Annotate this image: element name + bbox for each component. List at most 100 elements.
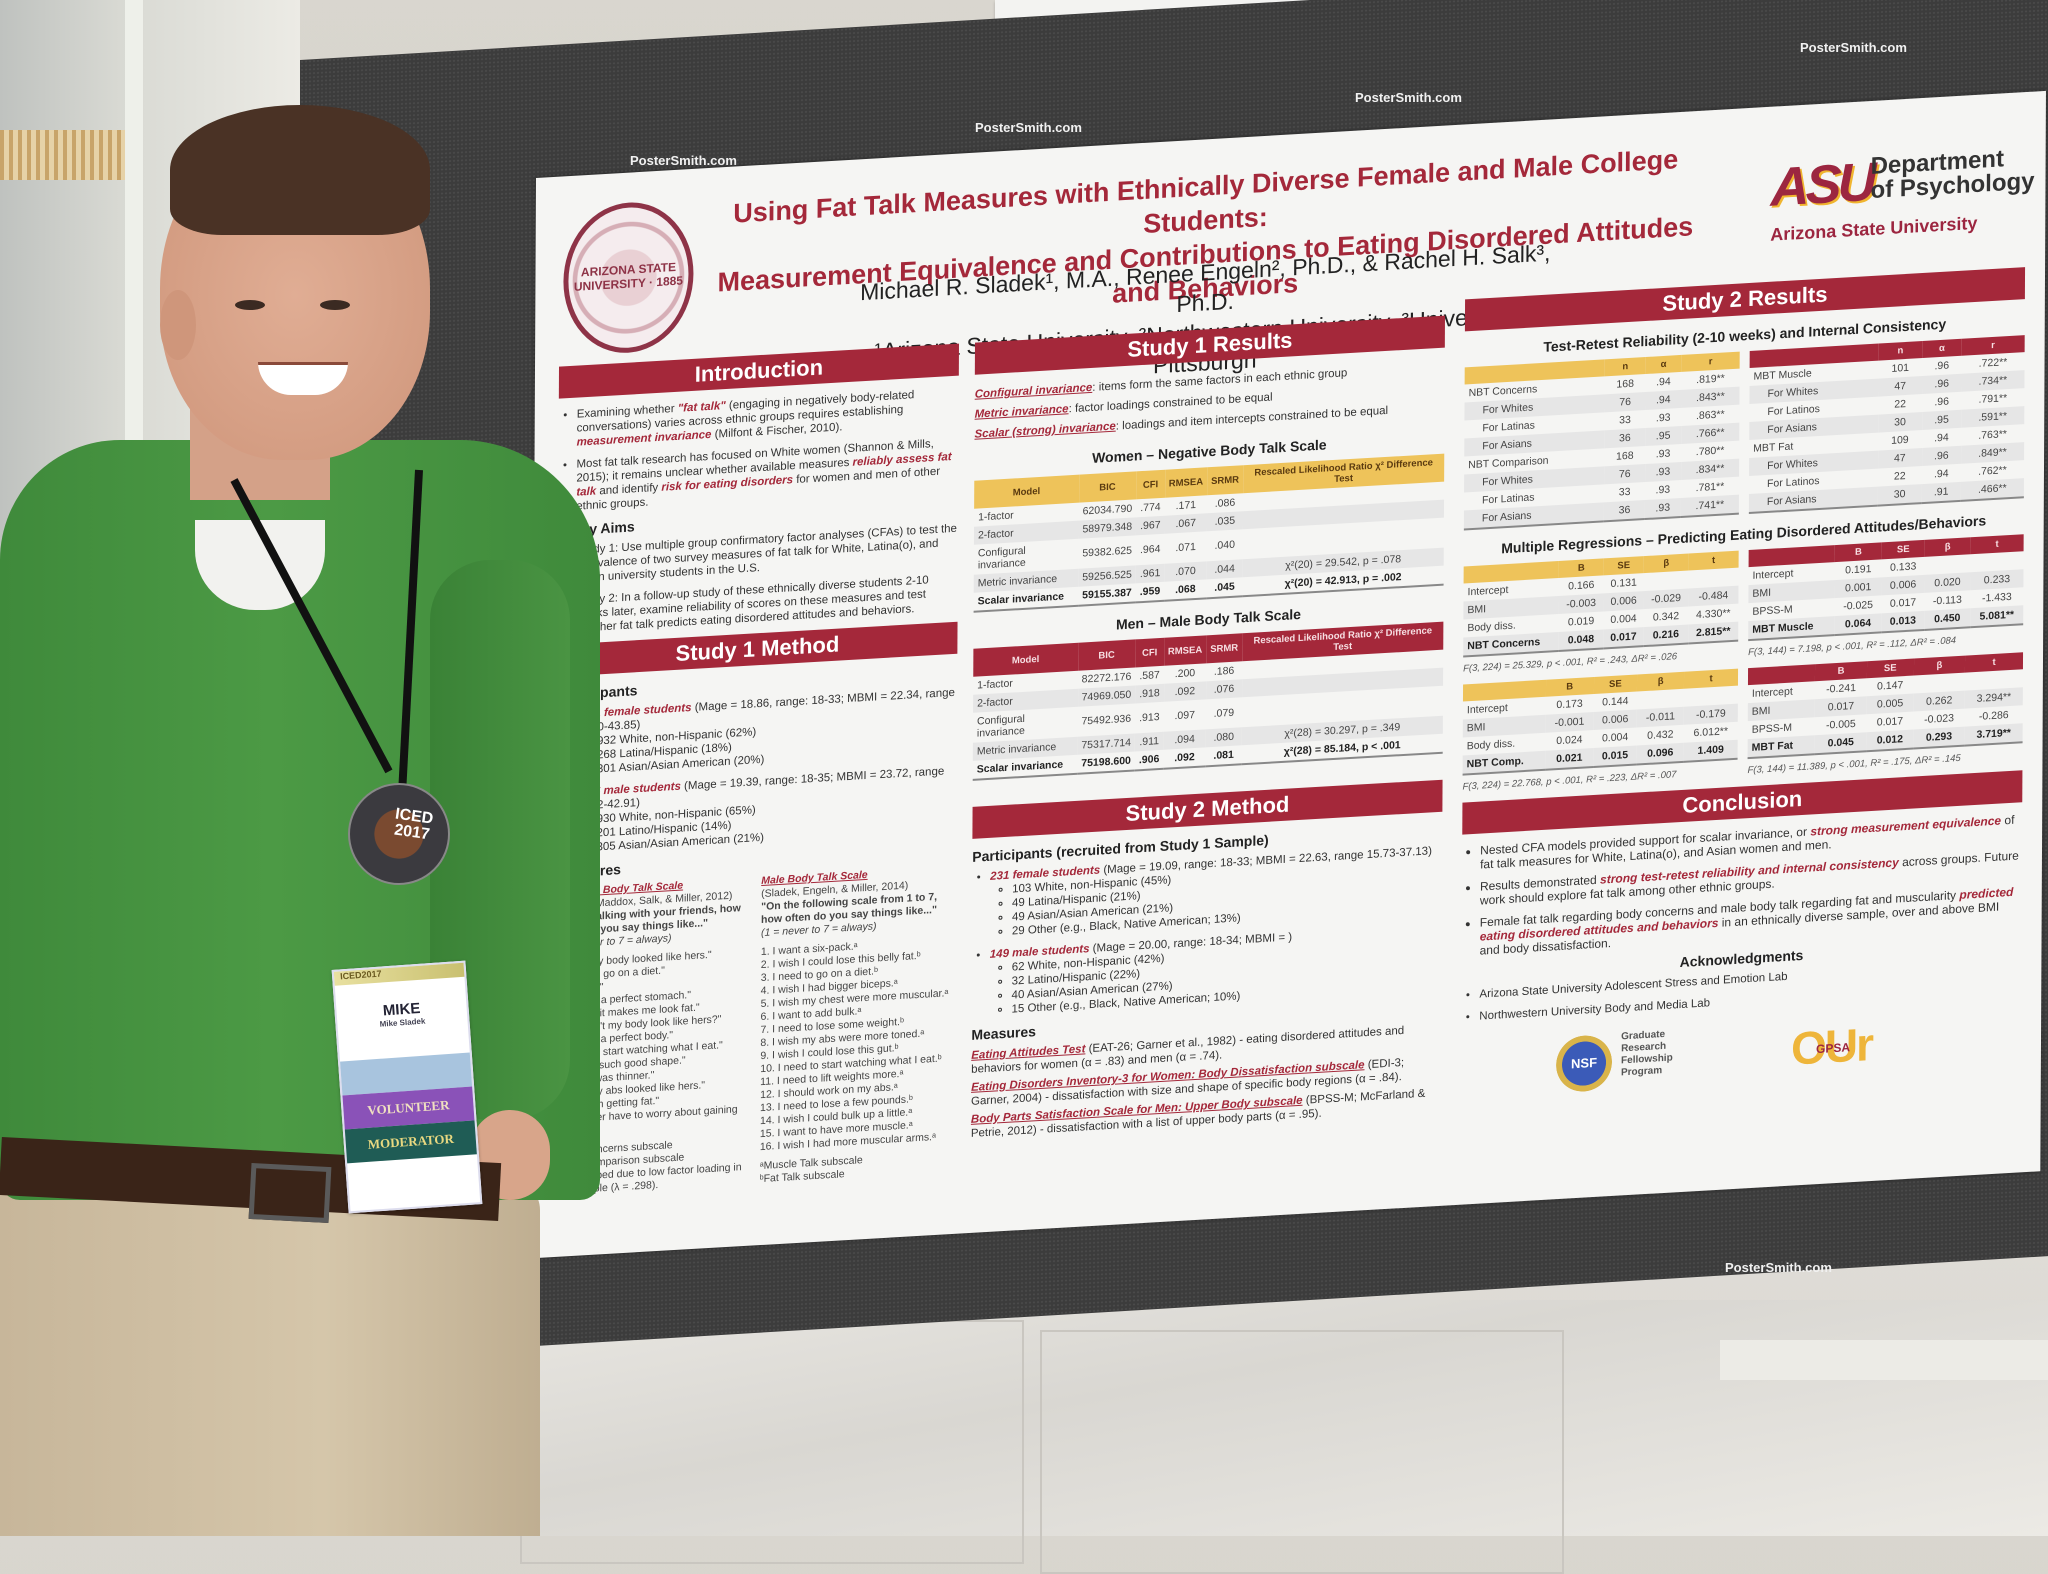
men-cfa-table: Model BIC CFI RMSEA SRMR Rescaled Likelihoo… (972, 621, 1444, 781)
table-cell: .93 (1644, 497, 1681, 520)
table-cell: 1.409 (1683, 739, 1738, 762)
table-cell: NBT Comp. (1462, 750, 1546, 775)
marble-floor (480, 1300, 2048, 1574)
table-cell: 0.131 (1610, 576, 1637, 591)
table-cell: .911 (1134, 731, 1164, 752)
table-cell: .040 (1214, 538, 1235, 552)
table-cell: .93 (1644, 461, 1681, 483)
table-cell: .587 (1139, 669, 1160, 683)
table-cell: NBT Concerns (1463, 632, 1559, 657)
board-stand (1720, 1340, 2048, 1380)
table-cell: 75492.936 (1081, 712, 1132, 728)
table-cell: .071 (1175, 540, 1196, 555)
watermark: PosterSmith.com (1355, 90, 1462, 105)
table-cell: .079 (1213, 706, 1235, 720)
table-cell: .93 (1655, 483, 1671, 497)
table-cell: .96 (1922, 373, 1962, 395)
eye (235, 300, 265, 310)
table-cell: 0.048 (1558, 629, 1604, 652)
regression-nbt-concerns: B SE β t Intercept 0.166 0.131 BMI -0.003 0.006-… (1463, 550, 1739, 658)
eye (320, 300, 350, 310)
column-middle: Study 1 Results Configural invariance: i… (970, 315, 1445, 1145)
ear (160, 290, 196, 360)
gpsa-logo: GPSA (1815, 1040, 1851, 1057)
male-body-talk-scale: Male Body Talk Scale (Sladek, Engeln, & … (759, 868, 949, 1186)
table-cell: .086 (1214, 496, 1236, 510)
table-cell: 0.017 (1603, 627, 1644, 649)
table-cell: .044 (1206, 559, 1243, 580)
table-cell: 0.015 (1593, 745, 1637, 768)
smile (258, 362, 348, 395)
table-cell: 76 (1604, 392, 1646, 413)
table-cell: 0.006 (1603, 591, 1644, 612)
table-cell: 3.719** (1964, 723, 2023, 746)
study2-participants: 231 female students (Mage = 19.09, range… (971, 844, 1442, 1019)
table-cell: .95 (1921, 409, 1962, 431)
table-cell: .95 (1645, 425, 1682, 447)
table-cell: .93 (1655, 447, 1671, 461)
table-cell: 0.012 (1866, 729, 1914, 752)
table-cell: 0.021 (1545, 748, 1594, 770)
table-cell: .96 (1934, 359, 1950, 373)
table-cell: .906 (1134, 749, 1164, 771)
table-cell: MBT Fat (1747, 735, 1816, 759)
table-cell: 33 (1618, 485, 1631, 499)
table-cell: 168 (1616, 377, 1634, 391)
table-cell: 30 (1877, 484, 1922, 506)
table-cell: 59155.387 (1078, 583, 1136, 606)
regression-nbt-comp: B SE β t Intercept 0.173 0.144 BMI -0.001 0.006-… (1462, 668, 1739, 776)
khaki-pants (0, 1180, 540, 1536)
nsf-logo: NSF (1555, 1033, 1613, 1094)
table-cell: .080 (1205, 727, 1242, 748)
table-cell: .068 (1164, 579, 1207, 601)
regression-mbt-muscle: B SE β t Intercept 0.191 0.133 BMI 0.001 0.006 0.… (1748, 534, 2024, 641)
background-window (0, 130, 125, 180)
table-cell: .94 (1934, 431, 1949, 445)
table-cell: .93 (1655, 411, 1671, 425)
table-cell: 0.216 (1643, 624, 1689, 647)
table-cell: .918 (1135, 683, 1164, 704)
table-cell: .94 (1933, 467, 1949, 481)
table-cell: 0.004 (1610, 612, 1637, 627)
iced-2017-pin: ICED 2017 (348, 783, 450, 885)
women-cfa-table: Model BIC CFI RMSEA SRMR Rescaled Likelihoo… (973, 453, 1445, 613)
table-cell: 36 (1604, 500, 1645, 522)
table-cell: .081 (1205, 745, 1242, 767)
background-pillar (125, 0, 143, 560)
table-cell: 2.815** (1688, 621, 1739, 644)
table-cell: .96 (1934, 395, 1949, 409)
table-cell: 76 (1604, 464, 1646, 485)
hair (170, 105, 430, 235)
table-cell: .035 (1206, 511, 1243, 532)
table-cell: .913 (1139, 711, 1160, 725)
column-right: Study 2 Results Test-Retest Reliability … (1461, 267, 2026, 1113)
watermark: PosterSmith.com (1725, 1260, 1832, 1275)
table-cell: .774 (1140, 500, 1161, 515)
belt-buckle (248, 1162, 332, 1224)
table-cell: .741** (1680, 494, 1739, 517)
table-cell: 5.081** (1970, 605, 2024, 628)
table-cell: MBT Muscle (1748, 616, 1835, 641)
table-cell: 75198.600 (1077, 751, 1135, 774)
asu-psychology-logo: ASU Department of Psychology Arizona Sta… (1770, 145, 2035, 245)
table-cell: .186 (1213, 664, 1235, 678)
table-cell: .045 (1206, 577, 1243, 599)
table-cell: 0.064 (1834, 613, 1882, 636)
presenter-person: ICED 2017 ICED2017 MIKE Mike Sladek VOLU… (0, 0, 620, 1536)
table-cell: .91 (1921, 481, 1961, 504)
table-cell: .964 (1139, 542, 1161, 557)
table-cell: .959 (1135, 581, 1165, 603)
table-cell: 36 (1604, 428, 1646, 449)
table-cell: 59382.625 (1082, 544, 1133, 560)
table-cell: .466** (1960, 478, 2024, 501)
study2-measures: Eating Attitudes Test (EAT-26; Garner et… (970, 1024, 1426, 1140)
table-cell: .961 (1135, 563, 1165, 584)
table-cell: 168 (1616, 449, 1634, 463)
regression-mbt-fat: B SE β t Intercept -0.241 0.147 BMI 0.017 0.005 0… (1747, 652, 2024, 759)
table-cell: .94 (1645, 389, 1682, 411)
table-cell: 0.293 (1913, 726, 1965, 749)
conclusion-list: Nested CFA models provided support for s… (1462, 812, 2023, 958)
table-cell: 33 (1619, 413, 1631, 427)
